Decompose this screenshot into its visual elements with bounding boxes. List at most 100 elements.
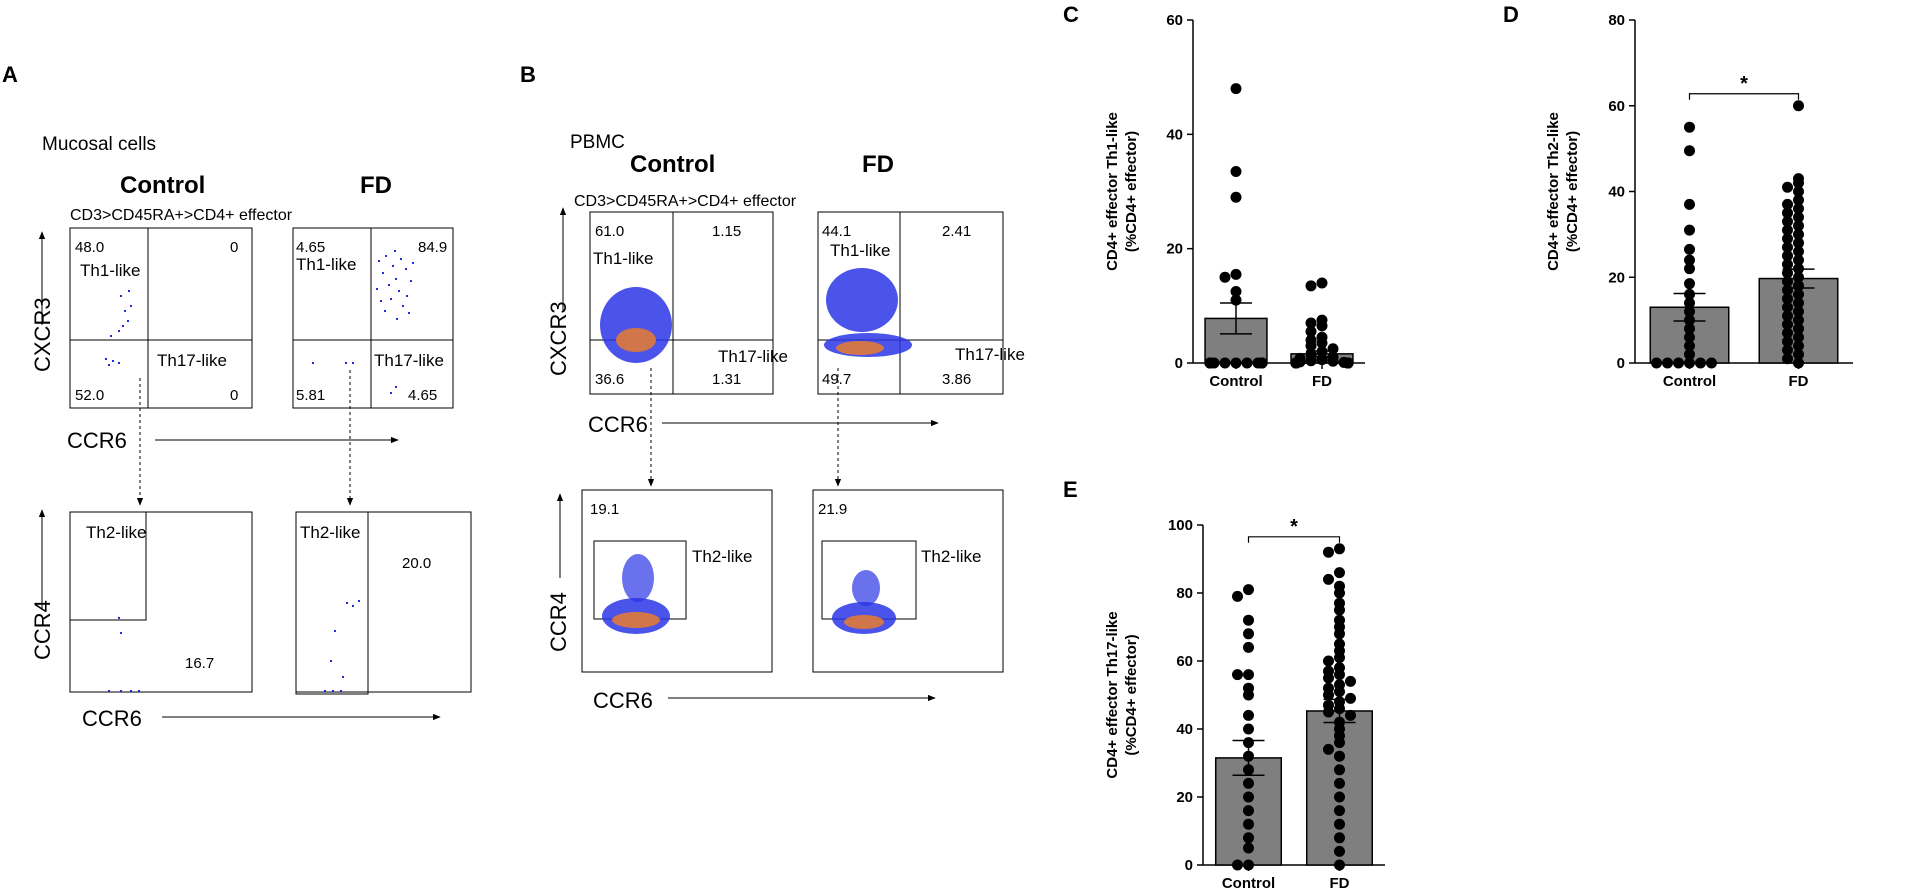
panel-a-gating-label: CD3>CD45RA+>CD4+ effector: [70, 207, 293, 224]
quadrant-tl: 4.65: [296, 239, 325, 256]
data-point: [1684, 121, 1695, 133]
data-point: [1323, 655, 1334, 667]
data-point: [1334, 604, 1345, 616]
panel-b-bottom-ylabel: CCR4: [546, 592, 571, 652]
panel-b-control-label: Control: [630, 151, 715, 178]
data-point: [1345, 692, 1356, 704]
data-point: [1243, 818, 1254, 830]
y-tick-label: 60: [1166, 12, 1183, 29]
quadrant-br: 4.65: [408, 387, 437, 404]
panel-a-bottom-xlabel: CCR6: [82, 706, 142, 731]
panel-a-control-top-plot: 48.0 0 52.0 0 Th1-like Th17-like: [69, 227, 253, 409]
data-point: [1305, 326, 1317, 338]
y-tick-label: 0: [1175, 355, 1183, 372]
panel-b-sample-label: PBMC: [570, 132, 625, 153]
y-tick-label: 80: [1608, 12, 1625, 29]
y-tick-label: 20: [1176, 789, 1193, 806]
gate-th1-like: Th1-like: [830, 241, 890, 260]
panel-label-b: B: [520, 62, 536, 87]
data-point: [1345, 709, 1356, 721]
data-point: [1243, 628, 1254, 640]
data-point: [1230, 191, 1242, 203]
data-point: [1695, 357, 1706, 369]
panel-label-d: D: [1503, 2, 1519, 27]
data-point: [1334, 845, 1345, 857]
panel-b-fd-label: FD: [862, 151, 894, 178]
data-point: [1334, 791, 1345, 803]
data-point: [1782, 198, 1793, 210]
data-point: [1345, 675, 1356, 687]
data-point: [1230, 83, 1242, 95]
data-point: [1232, 669, 1243, 681]
gate-th1-like: Th1-like: [296, 255, 356, 274]
y-tick-label: 40: [1166, 126, 1183, 143]
panel-b-control-top-plot: 61.0 1.15 36.6 1.31 Th1-like Th17-like: [589, 211, 788, 395]
gate-th17-like: Th17-like: [374, 351, 444, 370]
quadrant-bl: 49.7: [822, 371, 851, 388]
data-point: [1782, 310, 1793, 322]
data-point: [1793, 177, 1804, 189]
data-point: [1684, 323, 1695, 335]
quadrant-tl: 44.1: [822, 223, 851, 240]
y-tick-label: 100: [1168, 517, 1193, 534]
data-point: [1323, 672, 1334, 684]
data-point: [1334, 587, 1345, 599]
data-point: [1316, 320, 1328, 332]
data-point: [1782, 301, 1793, 313]
data-point: [1334, 832, 1345, 844]
panel-a-top-ylabel: CXCR3: [30, 297, 55, 372]
panel-b-top-ylabel: CXCR3: [546, 301, 571, 376]
data-point: [1334, 750, 1345, 762]
data-point: [1782, 336, 1793, 348]
data-point: [1793, 288, 1804, 300]
data-point: [1334, 777, 1345, 789]
data-point: [1243, 777, 1254, 789]
data-point: [1305, 317, 1317, 329]
y-axis-label: (%CD4+ effector): [1564, 131, 1581, 252]
panel-a-control-label: Control: [120, 172, 205, 199]
data-point: [1243, 723, 1254, 735]
y-tick-label: 40: [1176, 721, 1193, 738]
data-point: [1243, 842, 1254, 854]
quadrant-bl: 52.0: [75, 387, 104, 404]
data-point: [1684, 224, 1695, 236]
gate-th2-like: Th2-like: [300, 523, 360, 542]
data-point: [1342, 357, 1354, 369]
chart-c: 0 20 40 60 CD4+ effector Th1-like (%CD4+ effe…: [1104, 12, 1365, 390]
y-tick-label: 40: [1608, 184, 1625, 201]
significance-bracket: [1247, 536, 1341, 543]
data-point: [1782, 250, 1793, 262]
gate-value: 16.7: [185, 655, 214, 672]
data-point: [1793, 228, 1804, 240]
data-point: [1793, 340, 1804, 352]
data-point: [1219, 271, 1231, 283]
data-point: [1793, 237, 1804, 249]
quadrant-bl: 5.81: [296, 387, 325, 404]
quadrant-tl: 48.0: [75, 239, 104, 256]
data-point: [1793, 297, 1804, 309]
y-tick-label: 20: [1608, 269, 1625, 286]
y-axis-label: CD4+ effector Th1-like: [1104, 112, 1121, 271]
data-point: [1334, 669, 1345, 681]
quadrant-bl: 36.6: [595, 371, 624, 388]
data-point: [1334, 543, 1345, 555]
data-point: [1243, 791, 1254, 803]
data-point: [1243, 689, 1254, 701]
data-point: [1334, 628, 1345, 640]
events: [105, 290, 132, 366]
data-point: [1684, 340, 1695, 352]
gate-value: 19.1: [590, 501, 619, 518]
data-point: [1793, 203, 1804, 215]
data-point: [1305, 280, 1317, 292]
data-point: [1316, 277, 1328, 289]
data-point: [1334, 652, 1345, 664]
panel-a-control-bottom-plot: Th2-like 16.7: [69, 511, 253, 693]
panel-a-fd-label: FD: [360, 172, 392, 199]
data-point: [1323, 546, 1334, 558]
data-point: [1782, 181, 1793, 193]
data-point: [1230, 286, 1242, 298]
data-point: [1290, 357, 1302, 369]
data-point: [1323, 743, 1334, 755]
data-point: [1334, 567, 1345, 579]
data-point: [1256, 357, 1268, 369]
